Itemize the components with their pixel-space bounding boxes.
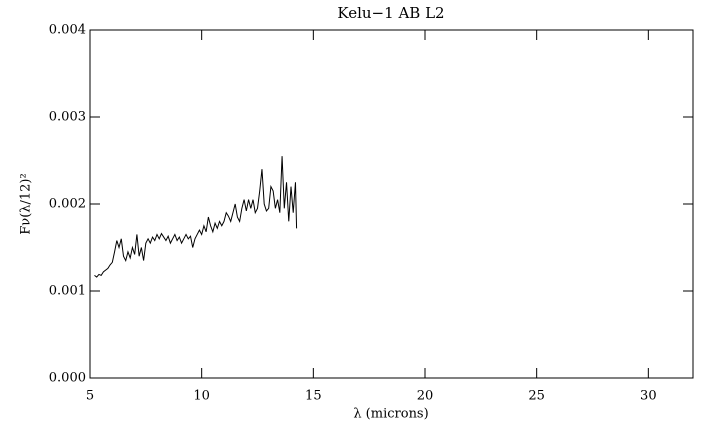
y-tick-label: 0.002 (49, 197, 86, 212)
chart-title: Kelu−1 AB L2 (337, 4, 444, 22)
y-tick-label: 0.000 (49, 371, 86, 386)
y-tick-label: 0.003 (49, 110, 86, 125)
x-tick-label: 10 (193, 389, 210, 404)
x-tick-label: 20 (417, 389, 434, 404)
y-tick-label: 0.004 (49, 23, 86, 38)
x-tick-label: 30 (640, 389, 657, 404)
x-tick-label: 25 (528, 389, 545, 404)
x-tick-label: 15 (305, 389, 322, 404)
y-tick-label: 0.001 (49, 284, 86, 299)
x-axis-label: λ (microns) (353, 407, 428, 422)
spectrum-line (94, 156, 298, 278)
x-tick-label: 5 (86, 389, 94, 404)
y-axis-label: Fν(λ/12)² (19, 173, 34, 234)
